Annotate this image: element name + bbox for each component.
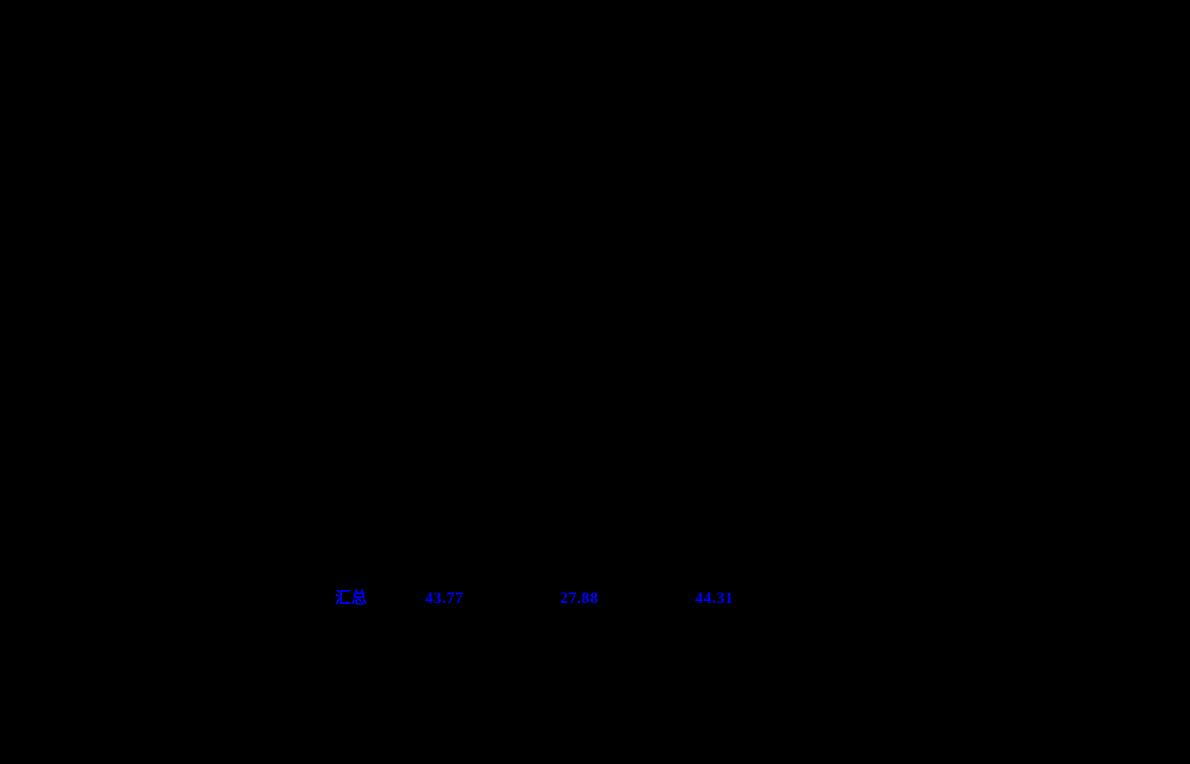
summary-label: 汇总 — [335, 584, 425, 608]
page: 汇总 43.77 27.88 44.31 — [0, 0, 1190, 764]
summary-value-1: 43.77 — [425, 590, 560, 608]
summary-value-2: 27.88 — [560, 590, 695, 608]
summary-value-3: 44.31 — [695, 590, 815, 608]
summary-row: 汇总 43.77 27.88 44.31 — [335, 584, 815, 608]
